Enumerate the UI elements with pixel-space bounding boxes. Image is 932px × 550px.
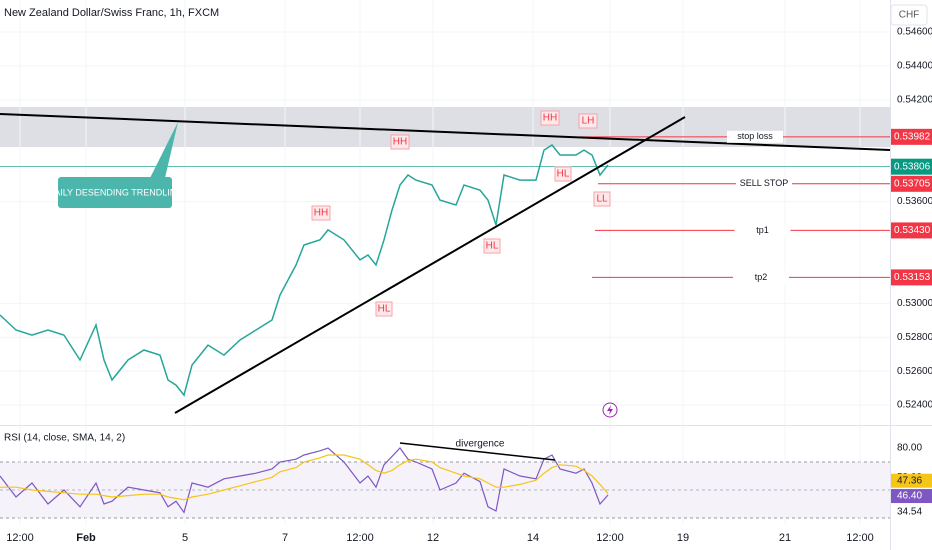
divergence-line <box>399 442 556 461</box>
x-tick-label: 5 <box>182 532 188 544</box>
series-line <box>0 144 609 397</box>
label-box <box>554 166 572 182</box>
x-tick-label: 12 <box>427 532 439 544</box>
price-tag-label: 0.53806 <box>894 161 931 172</box>
ascending-trendline <box>174 116 686 414</box>
price-tag <box>891 222 932 239</box>
level-label-bg <box>733 271 789 284</box>
rsi-tick-label: 34.54 <box>897 506 922 517</box>
currency: CHF <box>899 10 920 21</box>
x-tick-label: 12:00 <box>596 532 624 544</box>
currency-button[interactable] <box>890 4 928 26</box>
alert-icon-bolt <box>607 405 613 415</box>
label-box <box>578 113 598 129</box>
level-label: SELL STOP <box>740 178 789 188</box>
price-tag-label: 0.53705 <box>894 178 931 189</box>
series-line <box>0 454 609 501</box>
swing-label: LL <box>596 194 608 205</box>
swing-label: HL <box>378 304 391 315</box>
y-tick-label: 0.52800 <box>897 332 932 343</box>
label-box <box>375 301 393 317</box>
divergence-label: divergence <box>456 439 505 450</box>
callout <box>58 177 172 208</box>
x-tick-label: 7 <box>282 532 288 544</box>
label-box <box>390 134 410 150</box>
label-box <box>483 238 501 254</box>
x-tick-label: 21 <box>779 532 791 544</box>
price-tag-label: 0.53430 <box>894 225 931 236</box>
price-tag <box>891 158 932 175</box>
rsi-tag <box>891 473 932 488</box>
rsi-tag-label: 47.36 <box>897 475 922 486</box>
level-label-bg <box>736 177 792 190</box>
price-tag <box>891 128 932 145</box>
x-tick-label: Feb <box>76 532 96 544</box>
level-label-bg <box>727 130 783 143</box>
y-tick-label: 0.52600 <box>897 366 932 377</box>
level-label: tp1 <box>756 225 769 235</box>
x-tick-label: 19 <box>677 532 689 544</box>
rsi-tag-label: 46.40 <box>897 491 922 502</box>
rsi-tag <box>891 489 932 504</box>
callout-pointer <box>150 122 178 178</box>
x-tick-label: 12:00 <box>846 532 874 544</box>
swing-label: HH <box>314 208 328 219</box>
level-label: stop loss <box>737 131 773 141</box>
y-tick-label: 0.53600 <box>897 196 932 207</box>
price-tag-label: 0.53153 <box>894 272 931 283</box>
swing-label: HL <box>486 241 499 252</box>
price-tag <box>891 269 932 286</box>
swing-label: HL <box>557 169 570 180</box>
x-tick-label: 12:00 <box>346 532 374 544</box>
y-tick-label: 0.54200 <box>897 95 932 106</box>
callout-text: DAILY DESENDING TRENDLINE <box>48 187 183 197</box>
swing-label: LH <box>582 116 595 127</box>
level-label-bg <box>734 224 791 237</box>
swing-labels: HH HH HH LH HL HL HL LL <box>311 110 611 317</box>
rsi-title: RSI (14, close, SMA, 14, 2) <box>4 433 125 444</box>
x-tick-label: 12:00 <box>6 532 34 544</box>
label-box <box>311 205 331 221</box>
swing-label: HH <box>393 137 407 148</box>
x-tick-label: 14 <box>527 532 539 544</box>
swing-label: HH <box>543 113 557 124</box>
descending-trendline <box>0 113 891 151</box>
rsi-tick-label: 80.00 <box>897 443 922 454</box>
y-tick-label: 0.53000 <box>897 298 932 309</box>
y-tick-label: 0.54600 <box>897 27 932 38</box>
price-tag-label: 0.53982 <box>894 131 931 142</box>
y-tick-label: 0.54400 <box>897 61 932 72</box>
label-box <box>540 110 560 126</box>
level-label: tp2 <box>755 272 768 282</box>
price-tag <box>891 175 932 192</box>
series-line <box>0 447 609 514</box>
label-box <box>593 191 611 207</box>
symbol-title: New Zealand Dollar/Swiss Franc, 1h, FXCM <box>4 7 219 19</box>
y-tick-label: 0.52400 <box>897 400 932 411</box>
